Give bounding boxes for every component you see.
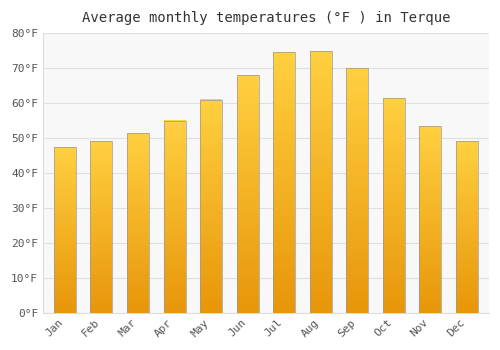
Title: Average monthly temperatures (°F ) in Terque: Average monthly temperatures (°F ) in Te… (82, 11, 450, 25)
Bar (54, 147, 76, 313)
Bar (310, 51, 332, 313)
Bar (127, 133, 149, 313)
Bar (200, 100, 222, 313)
Bar (164, 120, 186, 313)
Bar (456, 141, 478, 313)
Bar (420, 126, 442, 313)
Bar (346, 68, 368, 313)
Bar (273, 52, 295, 313)
Bar (383, 98, 405, 313)
Bar (90, 141, 112, 313)
Bar (236, 75, 258, 313)
